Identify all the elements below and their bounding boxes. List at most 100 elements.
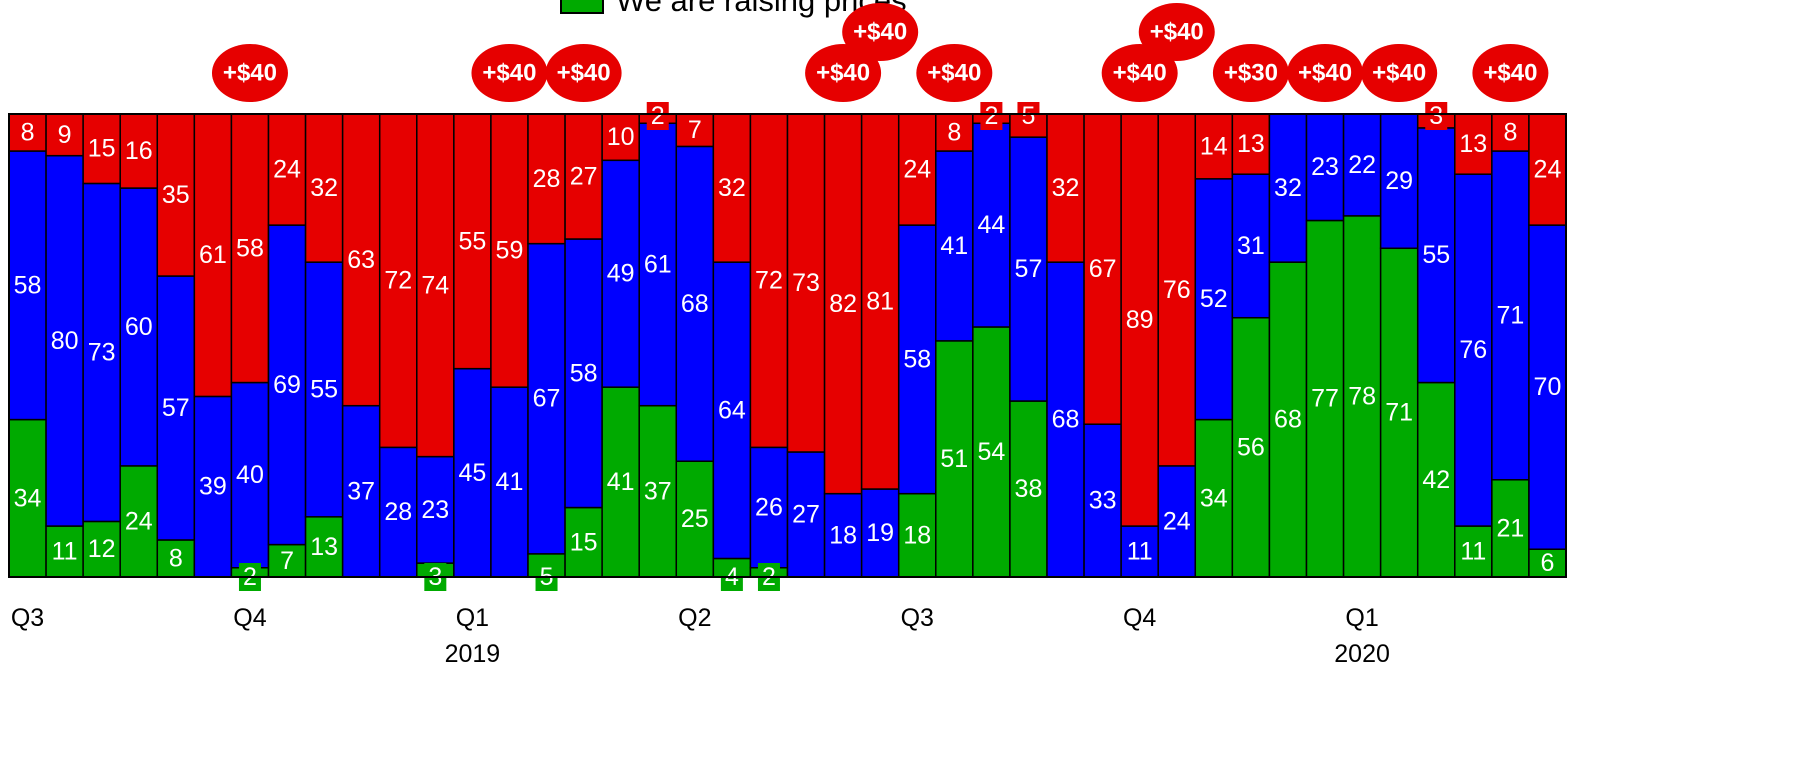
price-hike-label: +$40 (853, 19, 907, 46)
data-label-box-red (1017, 102, 1040, 130)
data-label-green: 18 (903, 521, 931, 549)
x-tick-label: Q2 (678, 604, 711, 632)
bar-segment-red (341, 113, 381, 407)
data-label-blue: 27 (792, 500, 820, 528)
data-label-blue: 58 (14, 271, 42, 299)
data-label-red: 13 (1237, 130, 1265, 158)
data-label-blue: 23 (421, 496, 449, 524)
bar-segment-red (82, 113, 121, 185)
bar-segment-red (1194, 113, 1234, 180)
bar-segment-red (1120, 113, 1159, 527)
data-label-box-red (646, 102, 669, 130)
bar-segment-blue (490, 386, 529, 578)
data-label-green: 71 (1385, 399, 1413, 427)
bar-segment-green (1342, 215, 1382, 578)
bar-segment-red (712, 113, 752, 263)
data-label-green: 37 (644, 477, 672, 505)
bar-segment-blue (1528, 224, 1567, 550)
data-label-blue: 19 (866, 519, 894, 547)
data-label-green: 56 (1237, 433, 1265, 461)
data-label-red: 89 (1126, 306, 1154, 334)
data-label-red: 8 (1503, 119, 1517, 147)
price-hike-label: +$40 (223, 60, 277, 87)
data-label-red: 7 (688, 116, 702, 144)
bar-segment-blue (823, 492, 863, 578)
bar-segment-blue (267, 224, 307, 546)
data-label-blue: 57 (162, 394, 190, 422)
data-label-green: 12 (88, 535, 116, 563)
data-label-red: 24 (273, 156, 301, 184)
x-tick-label: Q3 (11, 604, 44, 632)
bar-segment-red (156, 113, 196, 277)
data-label-green: 34 (1200, 484, 1228, 512)
bar-segment-red (601, 113, 640, 162)
data-label-green: 54 (977, 438, 1005, 466)
data-label-red: 82 (829, 290, 857, 318)
data-label-green: 51 (940, 445, 968, 473)
price-hike-label: +$40 (816, 60, 870, 87)
bar-segment-green (82, 520, 121, 578)
price-hike-bubble (471, 44, 548, 102)
bar-segment-blue (453, 367, 492, 578)
price-hike-bubble (1101, 44, 1178, 102)
data-label-red: 27 (570, 163, 598, 191)
bar-segment-blue (193, 395, 233, 578)
data-label-blue: 11 (1127, 538, 1153, 566)
data-label-green: 38 (1015, 475, 1043, 503)
data-label-blue: 58 (903, 345, 931, 373)
data-label-red: 16 (125, 137, 153, 165)
data-label-blue: 61 (644, 250, 672, 278)
data-label-red: 3 (1429, 102, 1443, 130)
data-label-red: 35 (162, 181, 190, 209)
data-label-green: 6 (1541, 549, 1555, 577)
price-hike-label: +$40 (557, 60, 611, 87)
data-label-red: 58 (236, 234, 264, 262)
data-label-blue: 57 (1015, 255, 1043, 283)
data-label-green: 21 (1496, 514, 1524, 542)
data-label-red: 74 (421, 271, 449, 299)
data-label-red: 15 (88, 135, 116, 163)
price-hike-label: +$40 (927, 60, 981, 87)
data-label-green: 24 (125, 507, 153, 535)
bar-segment-red (823, 113, 863, 495)
data-label-blue: 64 (718, 396, 746, 424)
price-hike-bubble (1138, 3, 1215, 61)
bar-segment-red (897, 113, 937, 226)
bar-segment-blue (304, 261, 344, 518)
bar-segment-green (1379, 247, 1419, 578)
data-label-box-red (980, 102, 1003, 130)
data-label-red: 24 (1534, 156, 1562, 184)
price-hike-bubble (545, 44, 622, 102)
data-label-red: 9 (58, 121, 72, 149)
bar-segment-blue (45, 154, 84, 527)
data-label-red: 13 (1459, 130, 1487, 158)
price-hike-bubble (842, 3, 919, 61)
bar-segment-blue (638, 122, 678, 407)
data-label-green: 13 (310, 533, 338, 561)
data-label-blue: 73 (88, 338, 116, 366)
bar-segment-red (564, 113, 603, 240)
price-hike-bubble (1287, 44, 1364, 102)
price-hike-bubble (1361, 44, 1438, 102)
data-label-blue: 24 (1163, 507, 1191, 535)
data-label-blue: 55 (310, 375, 338, 403)
bar-segment-red (304, 113, 344, 263)
bar-segment-red (267, 113, 307, 226)
data-label-red: 8 (947, 119, 961, 147)
data-label-red: 59 (496, 237, 524, 265)
price-hike-label: +$40 (1150, 19, 1204, 46)
bar-segment-blue (341, 404, 381, 578)
bar-segment-red (749, 113, 789, 449)
data-label-green: 42 (1422, 466, 1450, 494)
price-hike-label: +$30 (1224, 60, 1278, 87)
data-label-blue: 71 (1496, 301, 1524, 329)
data-label-green: 7 (280, 547, 294, 575)
data-label-blue: 55 (1422, 241, 1450, 269)
bar-segment-blue (564, 238, 603, 509)
x-tick-label: Q1 (1345, 604, 1378, 632)
bar-segment-blue (378, 446, 418, 578)
x-tick-year-label: 2019 (445, 640, 501, 668)
data-label-red: 28 (533, 165, 561, 193)
data-label-red: 5 (1022, 102, 1036, 130)
data-label-blue: 26 (755, 494, 783, 522)
